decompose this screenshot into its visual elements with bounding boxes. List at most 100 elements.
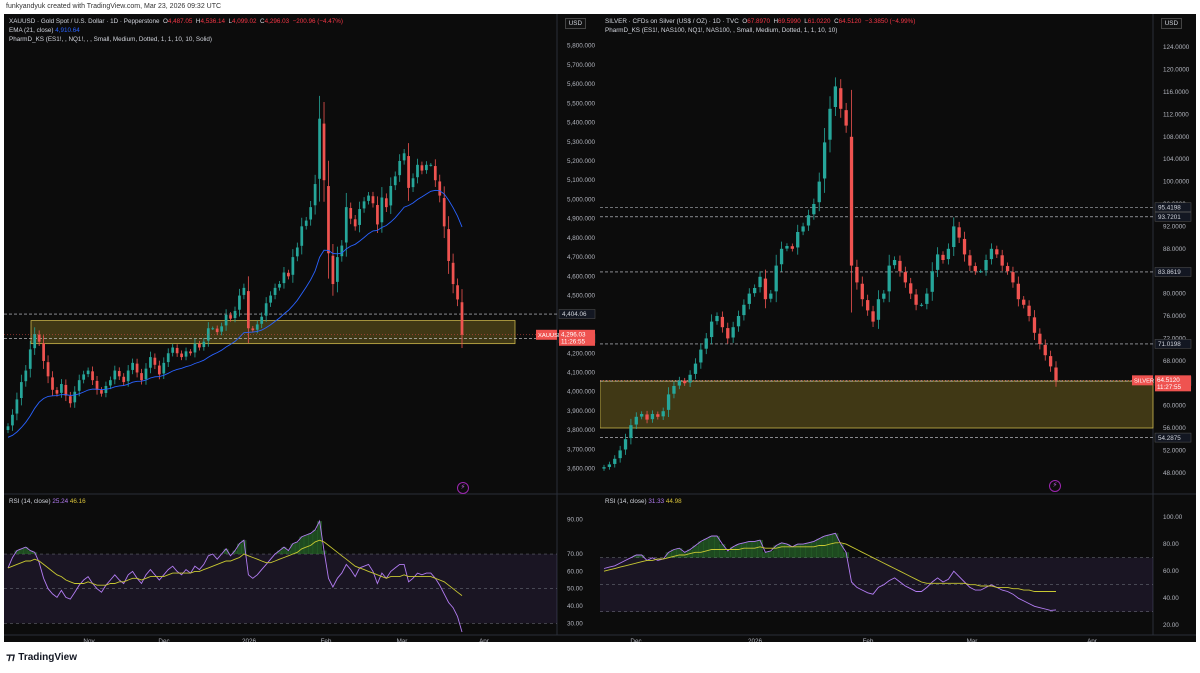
- candle: [645, 414, 649, 420]
- gold-ema-legend[interactable]: EMA (21, close) 4,910.64: [9, 27, 80, 34]
- rsi-overbought-fill: [773, 545, 780, 558]
- silver-chart-panel[interactable]: 48.000052.000056.000060.000064.000068.00…: [600, 14, 1196, 642]
- price-tick-label: 48.0000: [1163, 470, 1186, 477]
- candle: [887, 265, 891, 292]
- x-axis-label: Mar: [967, 638, 978, 642]
- candle: [634, 416, 638, 425]
- candle: [64, 384, 68, 396]
- price-badge-time: 11:26:55: [561, 338, 586, 345]
- candle: [287, 272, 290, 277]
- rsi-overbought-fill: [277, 550, 282, 555]
- candle: [233, 310, 237, 319]
- candle: [989, 248, 994, 260]
- price-tick-label: 124.0000: [1163, 44, 1190, 51]
- rsi-ma-line: [7, 539, 463, 596]
- candle: [779, 248, 784, 265]
- silver-chart-canvas[interactable]: 48.000052.000056.000060.000064.000068.00…: [600, 14, 1196, 642]
- rsi-overbought-fill: [294, 541, 300, 555]
- candle: [1016, 283, 1020, 300]
- candle: [1043, 344, 1047, 356]
- price-tick-label: 88.0000: [1163, 246, 1186, 253]
- gold-currency-label[interactable]: USD: [564, 18, 586, 29]
- candle: [220, 326, 224, 332]
- silver-indicator-legend[interactable]: PharmD_KS (ES1!, NAS100, NQ1!, NAS100, ,…: [605, 27, 838, 34]
- candle: [251, 328, 255, 331]
- price-badge-value: 64.5120: [1157, 377, 1180, 384]
- tradingview-logo[interactable]: ⁊⁊ TradingView: [6, 652, 77, 663]
- gold-rsi-value: 25.24: [52, 498, 69, 505]
- gold-rsi-legend[interactable]: RSI (14, close) 25.24 46.16: [9, 498, 86, 505]
- silver-rsi-legend[interactable]: RSI (14, close) 31.33 44.98: [605, 498, 682, 505]
- candle: [313, 184, 317, 206]
- candle: [215, 328, 219, 333]
- candle: [24, 370, 28, 382]
- rsi-overbought-fill: [719, 544, 726, 558]
- candle: [193, 343, 197, 353]
- candle: [211, 328, 215, 330]
- price-tick-label: 4,000.000: [567, 389, 596, 396]
- silver-symbol-desc: SILVER · CFDs on Silver (US$ / OZ) · 1D …: [605, 18, 739, 25]
- candle: [344, 207, 348, 243]
- candle: [460, 302, 464, 335]
- candle: [726, 328, 730, 339]
- candle: [171, 347, 175, 353]
- rsi-overbought-fill: [724, 550, 731, 558]
- x-axis-label: 2026: [748, 638, 763, 642]
- lightning-icon[interactable]: ⚡: [457, 482, 469, 494]
- price-tick-label: 4,200.000: [567, 350, 596, 357]
- candle: [322, 123, 326, 181]
- rsi-overbought-fill: [784, 544, 790, 558]
- candle: [411, 178, 415, 188]
- candle: [930, 271, 934, 292]
- rsi-overbought-fill: [236, 543, 242, 555]
- level-label-box: [558, 309, 596, 319]
- x-axis-label: Dec: [158, 638, 169, 642]
- gold-indicator-legend[interactable]: PharmD_KS (ES1!, , NQ1!, , , Small, Medi…: [9, 36, 212, 43]
- candle: [849, 136, 854, 266]
- x-axis-label: Nov: [83, 638, 95, 642]
- candle: [60, 384, 63, 393]
- x-axis-label: Apr: [1087, 638, 1097, 642]
- rsi-overbought-fill: [778, 542, 785, 558]
- candle: [763, 278, 768, 300]
- candle: [273, 287, 277, 295]
- level-label: 93.7201: [1158, 214, 1181, 221]
- candle: [300, 226, 304, 246]
- rsi-overbought-fill: [735, 544, 742, 558]
- gold-symbol-desc: XAUUSD · Gold Spot / U.S. Dollar · 1D · …: [9, 18, 160, 25]
- silver-open: 67.8970: [747, 18, 770, 25]
- candle: [1005, 266, 1010, 272]
- rsi-overbought-fill: [800, 544, 807, 558]
- candle: [135, 363, 139, 373]
- candle: [812, 204, 816, 215]
- candle: [166, 353, 170, 363]
- rsi-tick-label: 40.00: [567, 603, 583, 610]
- candle: [117, 371, 121, 377]
- symbol-badge: [536, 329, 557, 340]
- rsi-overbought-fill: [317, 521, 323, 555]
- rsi-overbought-fill: [299, 536, 305, 555]
- level-label: 71.0198: [1158, 341, 1181, 348]
- rsi-overbought-fill: [303, 534, 309, 555]
- gold-chart-canvas[interactable]: 3,600.000 3,700.000 3,800.000 3,900.000 4,00…: [4, 14, 600, 642]
- gold-chart-panel[interactable]: 3,600.000 3,700.000 3,800.000 3,900.000 4,00…: [4, 14, 600, 642]
- rsi-overbought-fill: [740, 542, 747, 558]
- x-axis-label: Feb: [321, 638, 332, 642]
- rsi-tick-label: 70.00: [567, 551, 583, 558]
- candle: [15, 399, 19, 414]
- gold-symbol-legend[interactable]: XAUUSD · Gold Spot / U.S. Dollar · 1D · …: [9, 18, 344, 25]
- silver-currency-label[interactable]: USD: [1160, 18, 1182, 29]
- lightning-icon[interactable]: ⚡: [1049, 480, 1061, 492]
- candle: [801, 226, 805, 232]
- price-tick-label: 5,300.000: [567, 139, 596, 146]
- candle: [384, 198, 388, 208]
- silver-symbol-legend[interactable]: SILVER · CFDs on Silver (US$ / OZ) · 1D …: [605, 18, 916, 25]
- candle: [1011, 272, 1015, 283]
- candle: [952, 226, 956, 248]
- candle: [157, 365, 161, 375]
- candle: [855, 266, 859, 283]
- candle: [699, 349, 703, 363]
- candle: [264, 303, 268, 316]
- price-tick-label: 76.0000: [1163, 313, 1186, 320]
- price-tick-label: 4,700.000: [567, 254, 596, 261]
